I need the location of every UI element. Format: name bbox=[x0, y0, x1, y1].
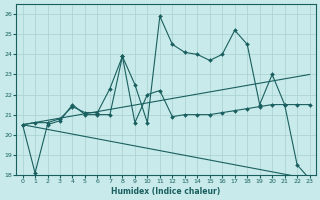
X-axis label: Humidex (Indice chaleur): Humidex (Indice chaleur) bbox=[111, 187, 221, 196]
